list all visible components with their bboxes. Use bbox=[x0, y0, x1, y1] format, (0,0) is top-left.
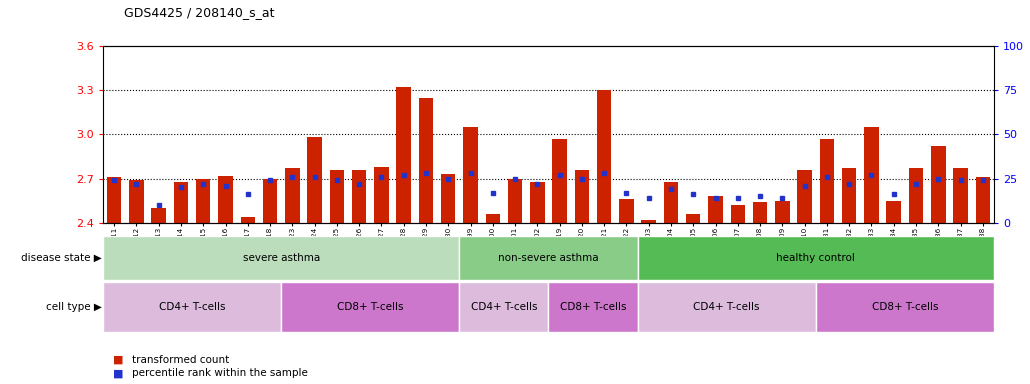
Bar bbox=[548, 282, 638, 332]
Bar bbox=[816, 282, 994, 332]
Text: ■: ■ bbox=[113, 368, 124, 378]
Bar bbox=[285, 168, 300, 223]
Bar bbox=[374, 167, 388, 223]
Text: severe asthma: severe asthma bbox=[243, 253, 319, 263]
Text: disease state ▶: disease state ▶ bbox=[22, 253, 102, 263]
Text: GDS4425 / 208140_s_at: GDS4425 / 208140_s_at bbox=[124, 6, 274, 19]
Text: CD4+ T-cells: CD4+ T-cells bbox=[159, 302, 226, 312]
Bar bbox=[619, 199, 633, 223]
Bar bbox=[552, 139, 566, 223]
Bar bbox=[686, 214, 700, 223]
Bar bbox=[151, 208, 166, 223]
Bar bbox=[975, 177, 990, 223]
Bar bbox=[954, 168, 968, 223]
Text: cell type ▶: cell type ▶ bbox=[46, 302, 102, 312]
Bar bbox=[352, 170, 367, 223]
Bar bbox=[485, 214, 500, 223]
Bar bbox=[642, 220, 656, 223]
Bar bbox=[638, 236, 994, 280]
Bar bbox=[508, 179, 522, 223]
Text: CD4+ T-cells: CD4+ T-cells bbox=[693, 302, 760, 312]
Text: CD8+ T-cells: CD8+ T-cells bbox=[559, 302, 626, 312]
Bar bbox=[263, 179, 277, 223]
Bar bbox=[419, 98, 434, 223]
Bar bbox=[196, 179, 210, 223]
Bar bbox=[281, 282, 459, 332]
Text: transformed count: transformed count bbox=[132, 355, 229, 365]
Bar bbox=[597, 90, 612, 223]
Bar bbox=[241, 217, 255, 223]
Bar bbox=[459, 282, 548, 332]
Text: percentile rank within the sample: percentile rank within the sample bbox=[132, 368, 308, 378]
Bar bbox=[931, 146, 946, 223]
Bar bbox=[397, 87, 411, 223]
Bar bbox=[129, 180, 143, 223]
Bar bbox=[218, 175, 233, 223]
Bar bbox=[103, 282, 281, 332]
Bar bbox=[842, 168, 856, 223]
Text: CD8+ T-cells: CD8+ T-cells bbox=[871, 302, 938, 312]
Bar bbox=[864, 127, 879, 223]
Bar bbox=[638, 282, 816, 332]
Bar bbox=[663, 182, 678, 223]
Bar bbox=[887, 201, 901, 223]
Bar bbox=[330, 170, 344, 223]
Bar bbox=[174, 182, 188, 223]
Text: CD4+ T-cells: CD4+ T-cells bbox=[471, 302, 538, 312]
Bar bbox=[820, 139, 834, 223]
Bar bbox=[797, 170, 812, 223]
Bar bbox=[776, 201, 790, 223]
Text: non-severe asthma: non-severe asthma bbox=[499, 253, 598, 263]
Bar bbox=[709, 196, 723, 223]
Bar bbox=[107, 177, 122, 223]
Text: ■: ■ bbox=[113, 355, 124, 365]
Bar bbox=[575, 170, 589, 223]
Bar bbox=[103, 236, 459, 280]
Bar bbox=[459, 236, 638, 280]
Bar bbox=[753, 202, 767, 223]
Bar bbox=[307, 137, 321, 223]
Text: healthy control: healthy control bbox=[777, 253, 855, 263]
Text: CD8+ T-cells: CD8+ T-cells bbox=[337, 302, 404, 312]
Bar bbox=[464, 127, 478, 223]
Bar bbox=[730, 205, 745, 223]
Bar bbox=[530, 182, 545, 223]
Bar bbox=[908, 168, 923, 223]
Bar bbox=[441, 174, 455, 223]
